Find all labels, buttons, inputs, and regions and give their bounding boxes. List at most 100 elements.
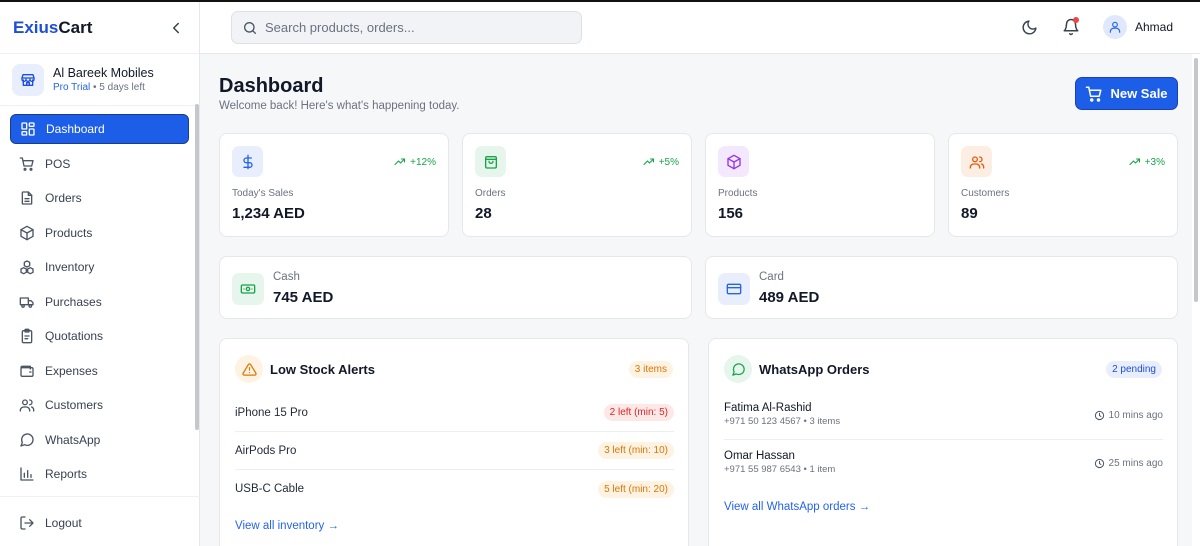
truck-icon — [19, 296, 34, 308]
sidebar-item-reports[interactable]: Reports — [10, 459, 189, 489]
panel-header: Low Stock Alerts — [235, 355, 375, 383]
product-name: USB-C Cable — [235, 483, 305, 495]
stat-icon-wrap — [475, 146, 506, 177]
chevron-left-icon[interactable] — [167, 19, 185, 37]
list-item[interactable]: AirPods Pro 3 left (min: 10) — [235, 432, 674, 470]
notification-badge — [1073, 17, 1079, 23]
new-sale-label: New Sale — [1110, 86, 1168, 101]
list-item[interactable]: Fatima Al-Rashid +971 50 123 4567 • 3 it… — [724, 402, 1163, 440]
stat-value: 89 — [961, 205, 978, 222]
sidebar-scrollbar[interactable] — [195, 104, 199, 430]
logout-button[interactable]: Logout — [10, 506, 190, 540]
new-sale-button[interactable]: New Sale — [1075, 77, 1178, 110]
order-time: 10 mins ago — [1094, 410, 1163, 421]
stat-label: Orders — [475, 188, 506, 199]
top-bar: Ahmad — [200, 2, 1200, 54]
trend-indicator: +3% — [1129, 156, 1165, 168]
order-time: 25 mins ago — [1094, 458, 1163, 469]
pending-count-badge: 2 pending — [1106, 361, 1162, 378]
trending-up-icon — [394, 158, 406, 166]
trend-value: +12% — [410, 156, 436, 168]
time-text: 25 mins ago — [1108, 458, 1163, 469]
panel-icon-wrap — [724, 355, 752, 383]
bell-icon[interactable] — [1062, 18, 1080, 36]
view-all-whatsapp-link[interactable]: View all WhatsApp orders → — [724, 501, 871, 513]
dollar-icon — [242, 154, 253, 169]
sidebar-item-label: Expenses — [45, 363, 98, 378]
pay-icon-wrap — [232, 273, 264, 305]
sidebar-item-orders[interactable]: Orders — [10, 183, 189, 213]
clipboard-icon — [21, 328, 33, 344]
users-icon — [19, 399, 35, 412]
store-switcher[interactable]: Al Bareek Mobiles Pro Trial • 5 days lef… — [0, 54, 199, 106]
panel-header: WhatsApp Orders — [724, 355, 870, 383]
page-scrollbar[interactable] — [1192, 54, 1200, 546]
box-icon — [20, 225, 34, 240]
users-icon — [969, 155, 984, 169]
list-item[interactable]: iPhone 15 Pro 2 left (min: 5) — [235, 394, 674, 432]
payment-card-card[interactable]: Card 489 AED — [705, 256, 1178, 319]
payment-card-cash[interactable]: Cash 745 AED — [219, 256, 692, 319]
stat-card-sales[interactable]: +12% Today's Sales 1,234 AED — [219, 133, 449, 237]
whatsapp-orders-panel: WhatsApp Orders 2 pending Fatima Al-Rash… — [708, 338, 1178, 546]
sidebar-item-purchases[interactable]: Purchases — [10, 287, 189, 317]
avatar — [1103, 15, 1127, 39]
sidebar-item-label: POS — [45, 156, 71, 171]
list-item[interactable]: Omar Hassan +971 55 987 6543 • 1 item 25… — [724, 450, 1163, 488]
sidebar-item-dashboard[interactable]: Dashboard — [10, 114, 189, 144]
list-item[interactable]: USB-C Cable 5 left (min: 20) — [235, 470, 674, 508]
sidebar-item-inventory[interactable]: Inventory — [10, 252, 189, 282]
main-content: Dashboard Welcome back! Here's what's ha… — [200, 54, 1192, 546]
product-name: iPhone 15 Pro — [235, 406, 308, 419]
sidebar-item-customers[interactable]: Customers — [10, 390, 189, 420]
trending-up-icon — [1129, 158, 1140, 166]
search-box[interactable] — [231, 11, 582, 44]
view-all-inventory-link[interactable]: View all inventory → — [235, 520, 339, 532]
stat-card-customers[interactable]: +3% Customers 89 — [948, 133, 1178, 237]
sidebar-item-label: WhatsApp — [45, 432, 101, 447]
items-count-badge: 3 items — [628, 361, 673, 378]
sidebar-item-pos[interactable]: POS — [10, 149, 189, 179]
sidebar-item-whatsapp[interactable]: WhatsApp — [10, 425, 189, 455]
sidebar-item-label: Products — [45, 225, 93, 240]
stat-card-products[interactable]: Products 156 — [705, 133, 935, 237]
app-logo[interactable]: ExiusCart — [13, 18, 92, 38]
stat-value: 156 — [718, 205, 744, 222]
trend-indicator: +12% — [394, 156, 436, 168]
stat-icon-wrap — [961, 146, 992, 177]
banknote-icon — [240, 284, 256, 294]
store-icon — [12, 63, 44, 96]
order-meta: +971 55 987 6543 • 1 item — [724, 464, 836, 475]
sidebar-item-products[interactable]: Products — [10, 218, 189, 248]
stat-value: 1,234 AED — [232, 205, 305, 222]
search-input[interactable] — [265, 20, 555, 35]
sidebar-item-label: Purchases — [45, 294, 102, 309]
warning-triangle-icon — [241, 362, 257, 376]
customer-name: Omar Hassan — [724, 450, 795, 462]
plan-label: Pro Trial — [53, 82, 91, 93]
panel-title: Low Stock Alerts — [270, 361, 375, 377]
moon-icon[interactable] — [1021, 19, 1038, 36]
scrollbar-thumb[interactable] — [1194, 58, 1198, 302]
sidebar-item-quotations[interactable]: Quotations — [10, 321, 189, 351]
logo-part-1: Exius — [13, 17, 59, 37]
store-name: Al Bareek Mobiles — [53, 66, 154, 80]
page-title: Dashboard — [219, 75, 324, 97]
sidebar-item-label: Orders — [45, 191, 82, 205]
sidebar-nav: Dashboard POS Orders Products Inventory … — [0, 106, 199, 489]
user-menu[interactable]: Ahmad — [1103, 15, 1173, 39]
bar-chart-icon — [20, 467, 34, 481]
divider — [0, 496, 200, 497]
stat-card-orders[interactable]: +5% Orders 28 — [462, 133, 692, 237]
wallet-icon — [20, 365, 34, 377]
payment-label: Cash — [273, 271, 300, 283]
cart-icon — [1086, 86, 1102, 102]
sidebar-item-label: Dashboard — [46, 122, 105, 136]
sidebar-item-expenses[interactable]: Expenses — [10, 356, 189, 386]
sidebar-item-label: Inventory — [45, 260, 95, 274]
package-icon — [726, 154, 741, 169]
payment-value: 489 AED — [759, 289, 820, 306]
low-stock-panel: Low Stock Alerts 3 items iPhone 15 Pro 2… — [219, 338, 689, 546]
trend-value: +5% — [658, 156, 679, 168]
sidebar: ExiusCart Al Bareek Mobiles Pro Trial • … — [0, 2, 200, 546]
